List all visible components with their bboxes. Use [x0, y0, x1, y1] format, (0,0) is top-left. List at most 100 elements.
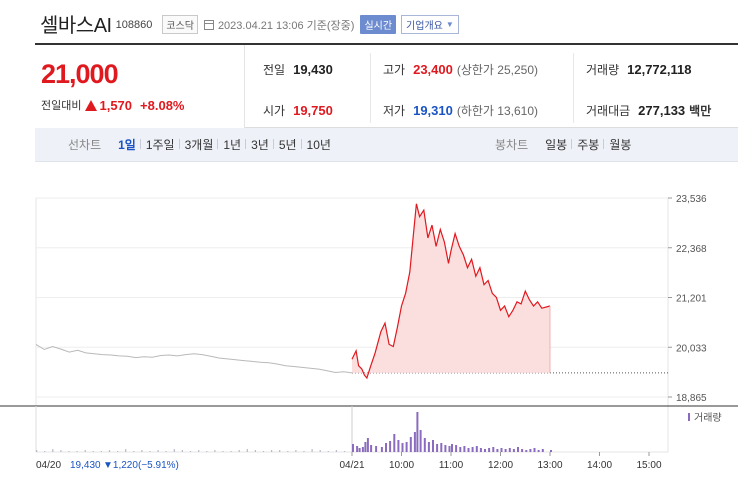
volume-legend-swatch	[688, 413, 690, 421]
y-tick-label: 23,536	[676, 194, 707, 205]
volume-bar	[436, 444, 439, 452]
tab-weekly-candle[interactable]: 주봉	[571, 136, 604, 153]
prev-volume-bar	[319, 450, 321, 452]
stat-label: 전일	[263, 63, 286, 77]
intraday-price-chart: 23,536 22,368 21,201 20,033 18,865 거래량 04/21 10…	[0, 194, 738, 471]
prev-volume-bar	[262, 451, 265, 452]
stat-amount: 거래대금 277,133 백만	[586, 102, 711, 119]
x-tick-label: 12:00	[488, 460, 513, 471]
stat-open: 시가 19,750	[263, 102, 333, 119]
volume-legend: 거래량	[694, 412, 722, 424]
volume-bar	[361, 447, 364, 452]
prev-volume-bar	[303, 451, 305, 452]
stat-high: 고가 23,400 (상한가 25,250)	[383, 61, 538, 78]
divider	[573, 53, 574, 123]
volume-bar	[364, 442, 367, 452]
change-label: 전일대비	[41, 100, 82, 112]
tab-1year[interactable]: 1년	[217, 136, 246, 153]
volume-bar	[416, 412, 419, 452]
prev-volume-bar	[108, 450, 111, 452]
volume-bar	[525, 450, 528, 452]
volume-bar	[455, 445, 458, 452]
prev-volume-bar	[125, 449, 127, 452]
volume-bar	[375, 446, 378, 452]
realtime-button[interactable]: 실시간	[360, 14, 397, 34]
prev-volume-bar	[36, 450, 38, 452]
stat-value: 12,772,118	[627, 62, 692, 77]
prev-volume-bar	[327, 451, 329, 452]
tab-10year[interactable]: 10년	[300, 136, 336, 153]
stat-value: 19,310	[413, 103, 453, 118]
prev-volume-bar	[230, 451, 232, 452]
x-tick-label: 15:00	[636, 460, 661, 471]
upper-limit: (상한가 25,250)	[456, 63, 539, 77]
stat-label: 거래대금	[586, 104, 631, 118]
y-tick-label: 18,865	[676, 393, 707, 404]
y-tick-label: 20,033	[676, 343, 707, 354]
prev-volume-bar	[92, 451, 94, 452]
volume-bar	[471, 447, 474, 452]
volume-bar	[358, 448, 361, 452]
tab-monthly-candle[interactable]: 월봉	[603, 136, 636, 153]
volume-bar	[512, 449, 515, 452]
quote-timestamp: 2023.04.21 13:06 기준(장중)	[217, 19, 355, 32]
current-price: 21,000	[41, 59, 119, 89]
tab-5year[interactable]: 5년	[272, 136, 302, 153]
stat-label: 거래량	[586, 63, 620, 77]
calendar-icon	[203, 19, 214, 30]
prev-volume-bar	[133, 451, 135, 452]
stock-code: 108860	[115, 19, 153, 31]
y-tick-label: 22,368	[676, 244, 707, 255]
prev-volume-bar	[222, 451, 224, 452]
volume-bar	[413, 432, 416, 452]
stat-label: 저가	[383, 104, 406, 118]
prev-day-line	[35, 343, 353, 374]
candle-chart-label: 봉차트	[495, 138, 529, 152]
tab-3year[interactable]: 3년	[245, 136, 274, 153]
volume-bar	[550, 450, 552, 452]
tab-1week[interactable]: 1주일	[139, 136, 180, 153]
volume-bar	[444, 445, 447, 452]
prev-volume-bar	[181, 450, 183, 452]
volume-bar	[541, 449, 544, 452]
company-overview-dropdown[interactable]: 기업개요 ▼	[401, 14, 459, 34]
volume-bar	[451, 444, 453, 452]
prev-volume-bar	[343, 451, 346, 452]
tab-daily-candle[interactable]: 일봉	[545, 138, 568, 152]
stat-prev-close: 전일 19,430	[263, 61, 333, 78]
prev-volume-bar	[173, 449, 175, 452]
prev-volume-bar	[52, 449, 54, 452]
amount-unit: 백만	[689, 104, 712, 118]
volume-bar	[423, 438, 426, 452]
prev-volume-bar	[254, 450, 256, 452]
volume-bar	[496, 449, 499, 452]
volume-bar	[463, 446, 466, 452]
x-tick-label: 14:00	[587, 460, 612, 471]
volume-bar	[432, 440, 434, 452]
up-arrow-icon	[85, 99, 98, 111]
volume-bar	[533, 448, 536, 452]
stat-label: 고가	[383, 63, 406, 77]
chevron-down-icon: ▼	[445, 19, 454, 29]
tab-1day[interactable]: 1일	[118, 138, 136, 152]
prev-volume-bar	[335, 450, 337, 452]
prev-volume-bar	[165, 451, 167, 452]
prev-volume-bar	[76, 451, 78, 452]
volume-bar	[508, 448, 511, 452]
volume-bar	[356, 446, 359, 452]
stat-value: 277,133	[638, 103, 686, 118]
market-badge: 코스닥	[162, 14, 198, 34]
volume-bar	[484, 449, 486, 452]
today-area	[352, 203, 550, 378]
stat-value: 19,750	[293, 103, 333, 118]
line-chart-label: 선차트	[68, 138, 102, 152]
volume-bar	[467, 448, 470, 452]
volume-bar	[409, 437, 412, 452]
volume-bar	[401, 443, 404, 452]
lower-limit: (하한가 13,610)	[456, 104, 539, 118]
volume-bar	[393, 434, 396, 452]
tab-3month[interactable]: 3개월	[178, 136, 219, 153]
x-tick-label: 04/21	[339, 460, 364, 471]
prev-volume-bar	[44, 451, 46, 452]
prev-volume-bar	[117, 451, 119, 452]
